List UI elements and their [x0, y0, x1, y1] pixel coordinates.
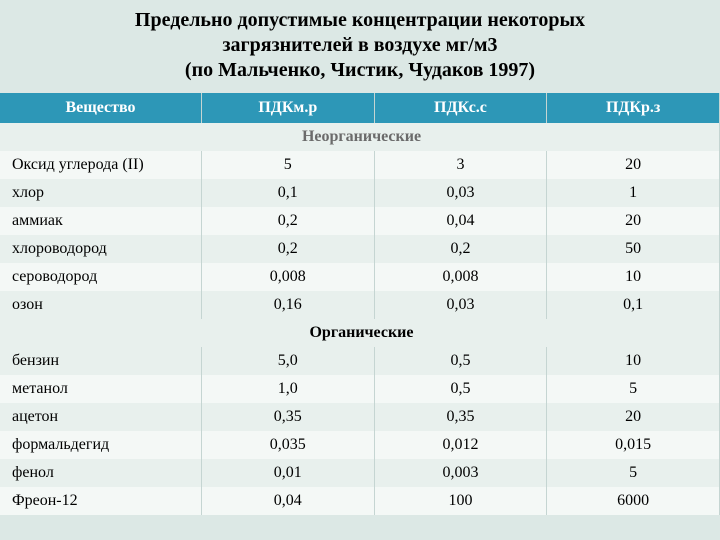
cell-mr: 5,0 — [201, 347, 374, 375]
cell-ss: 0,5 — [374, 375, 547, 403]
cell-ss: 3 — [374, 151, 547, 179]
cell-name: Оксид углерода (II) — [0, 151, 201, 179]
table-row: озон 0,16 0,03 0,1 — [0, 291, 720, 319]
table-row: аммиак 0,2 0,04 20 — [0, 207, 720, 235]
table-row: формальдегид 0,035 0,012 0,015 — [0, 431, 720, 459]
cell-name: формальдегид — [0, 431, 201, 459]
cell-rz: 6000 — [547, 487, 720, 515]
cell-mr: 0,16 — [201, 291, 374, 319]
col-pdkmr: ПДКм.р — [201, 93, 374, 123]
cell-mr: 0,04 — [201, 487, 374, 515]
cell-mr: 0,008 — [201, 263, 374, 291]
cell-ss: 0,35 — [374, 403, 547, 431]
cell-mr: 0,1 — [201, 179, 374, 207]
cell-mr: 1,0 — [201, 375, 374, 403]
cell-name: бензин — [0, 347, 201, 375]
cell-rz: 10 — [547, 263, 720, 291]
table-row: сероводород 0,008 0,008 10 — [0, 263, 720, 291]
cell-ss: 0,012 — [374, 431, 547, 459]
cell-rz: 5 — [547, 459, 720, 487]
cell-ss: 100 — [374, 487, 547, 515]
cell-name: Фреон-12 — [0, 487, 201, 515]
title-line-2: загрязнителей в воздухе мг/м3 — [223, 34, 498, 56]
cell-name: метанол — [0, 375, 201, 403]
table-row: хлороводород 0,2 0,2 50 — [0, 235, 720, 263]
table-row: Оксид углерода (II) 5 3 20 — [0, 151, 720, 179]
pdk-table: Вещество ПДКм.р ПДКс.с ПДКр.з Неорганиче… — [0, 93, 720, 515]
header-row: Вещество ПДКм.р ПДКс.с ПДКр.з — [0, 93, 720, 123]
cell-rz: 50 — [547, 235, 720, 263]
cell-name: ацетон — [0, 403, 201, 431]
table-row: метанол 1,0 0,5 5 — [0, 375, 720, 403]
cell-mr: 0,2 — [201, 207, 374, 235]
cell-rz: 20 — [547, 151, 720, 179]
table-row: ацетон 0,35 0,35 20 — [0, 403, 720, 431]
cell-mr: 0,01 — [201, 459, 374, 487]
section-inorganic: Неорганические — [0, 123, 720, 151]
title-line-1: Предельно допустимые концентрации некото… — [135, 9, 585, 31]
section-label: Органические — [0, 319, 720, 347]
cell-mr: 5 — [201, 151, 374, 179]
cell-mr: 0,035 — [201, 431, 374, 459]
page-title: Предельно допустимые концентрации некото… — [0, 0, 720, 93]
cell-ss: 0,04 — [374, 207, 547, 235]
table-row: хлор 0,1 0,03 1 — [0, 179, 720, 207]
cell-ss: 0,03 — [374, 179, 547, 207]
cell-ss: 0,5 — [374, 347, 547, 375]
table-row: фенол 0,01 0,003 5 — [0, 459, 720, 487]
cell-ss: 0,008 — [374, 263, 547, 291]
cell-rz: 20 — [547, 403, 720, 431]
section-label: Неорганические — [0, 123, 720, 151]
table-row: бензин 5,0 0,5 10 — [0, 347, 720, 375]
cell-rz: 10 — [547, 347, 720, 375]
section-organic: Органические — [0, 319, 720, 347]
table-row: Фреон-12 0,04 100 6000 — [0, 487, 720, 515]
cell-name: аммиак — [0, 207, 201, 235]
title-line-3: (по Мальченко, Чистик, Чудаков 1997) — [185, 59, 535, 81]
cell-mr: 0,2 — [201, 235, 374, 263]
cell-ss: 0,03 — [374, 291, 547, 319]
cell-rz: 0,015 — [547, 431, 720, 459]
cell-name: хлор — [0, 179, 201, 207]
col-pdkrz: ПДКр.з — [547, 93, 720, 123]
cell-rz: 20 — [547, 207, 720, 235]
cell-name: хлороводород — [0, 235, 201, 263]
cell-name: фенол — [0, 459, 201, 487]
col-substance: Вещество — [0, 93, 201, 123]
cell-mr: 0,35 — [201, 403, 374, 431]
cell-ss: 0,2 — [374, 235, 547, 263]
cell-ss: 0,003 — [374, 459, 547, 487]
cell-name: озон — [0, 291, 201, 319]
cell-rz: 5 — [547, 375, 720, 403]
col-pdkss: ПДКс.с — [374, 93, 547, 123]
cell-name: сероводород — [0, 263, 201, 291]
cell-rz: 1 — [547, 179, 720, 207]
cell-rz: 0,1 — [547, 291, 720, 319]
